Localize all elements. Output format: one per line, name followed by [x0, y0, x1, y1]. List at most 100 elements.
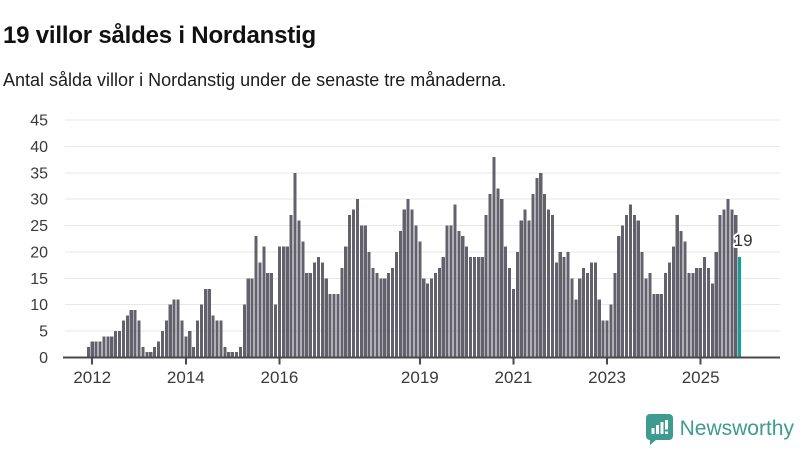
bar [180, 320, 184, 358]
bar [227, 352, 231, 358]
y-axis-tick-label: 0 [39, 350, 48, 367]
bar [211, 315, 215, 358]
bar [734, 214, 738, 358]
bar [340, 267, 344, 358]
bar [270, 273, 274, 358]
bar [262, 246, 266, 358]
bar [527, 220, 531, 358]
bar [363, 225, 367, 358]
bar [192, 346, 196, 358]
bar [472, 257, 476, 358]
bar [613, 273, 617, 358]
bar [718, 214, 722, 358]
bar [90, 341, 94, 358]
bar [254, 236, 258, 358]
brand-logo[interactable]: Newsworthy [645, 413, 794, 445]
bar [313, 262, 317, 358]
bar [250, 278, 254, 358]
bar [215, 320, 219, 358]
bar [402, 209, 406, 358]
bar [574, 299, 578, 358]
bar [601, 320, 605, 358]
bar [675, 214, 679, 358]
bar [235, 352, 239, 358]
bar [160, 331, 164, 358]
bar [141, 346, 145, 358]
bar [281, 246, 285, 358]
bar [437, 267, 441, 358]
bar [484, 214, 488, 358]
x-axis-tick-label: 2025 [682, 368, 720, 387]
bar [660, 294, 664, 358]
bar [691, 273, 695, 358]
bar [586, 273, 590, 358]
bar [157, 341, 161, 358]
bar [266, 273, 270, 358]
bar [172, 299, 176, 358]
bar [320, 262, 324, 358]
bar [547, 209, 551, 358]
bar [176, 299, 180, 358]
y-axis-tick-label: 15 [30, 271, 48, 288]
bar [609, 304, 613, 358]
bar [324, 278, 328, 358]
bar [515, 251, 519, 358]
bar [578, 278, 582, 358]
bar [418, 241, 422, 358]
bar [86, 346, 90, 358]
y-axis-tick-label: 30 [30, 192, 48, 209]
bar [511, 288, 515, 358]
bar [121, 320, 125, 358]
bar [231, 352, 235, 358]
brand-name: Newsworthy [679, 417, 794, 440]
bar [593, 262, 597, 358]
bar [469, 257, 473, 358]
bar [449, 225, 453, 358]
bar [258, 262, 262, 358]
y-axis-tick-label: 5 [39, 324, 48, 341]
bar [289, 214, 293, 358]
x-axis-tick-label: 2016 [261, 368, 299, 387]
bar [465, 246, 469, 358]
bar [391, 267, 395, 358]
bar [558, 251, 562, 358]
bar [566, 251, 570, 358]
bar [379, 278, 383, 358]
bar [703, 257, 707, 358]
bar [367, 251, 371, 358]
bar [695, 267, 699, 358]
bar [706, 267, 710, 358]
bar [352, 209, 356, 358]
bar [535, 178, 539, 358]
bar [476, 257, 480, 358]
bar [137, 320, 141, 358]
bar [371, 267, 375, 358]
bar [410, 209, 414, 358]
bar [414, 225, 418, 358]
bar [605, 320, 609, 358]
bar [94, 341, 98, 358]
bar [184, 336, 188, 358]
bar [293, 172, 297, 358]
bar [398, 230, 402, 358]
bar [726, 199, 730, 358]
bar [504, 246, 508, 358]
bar [539, 172, 543, 358]
bar [508, 267, 512, 358]
bar [332, 294, 336, 358]
bar [129, 310, 133, 358]
bar [523, 209, 527, 358]
bar [387, 273, 391, 358]
bar [699, 267, 703, 358]
y-axis-tick-label: 25 [30, 218, 48, 235]
bar [664, 273, 668, 358]
bar [118, 331, 122, 358]
bar [644, 278, 648, 358]
bar [562, 257, 566, 358]
bar [153, 346, 157, 358]
bar [426, 283, 430, 358]
x-axis-tick-label: 2019 [401, 368, 439, 387]
bar [582, 267, 586, 358]
